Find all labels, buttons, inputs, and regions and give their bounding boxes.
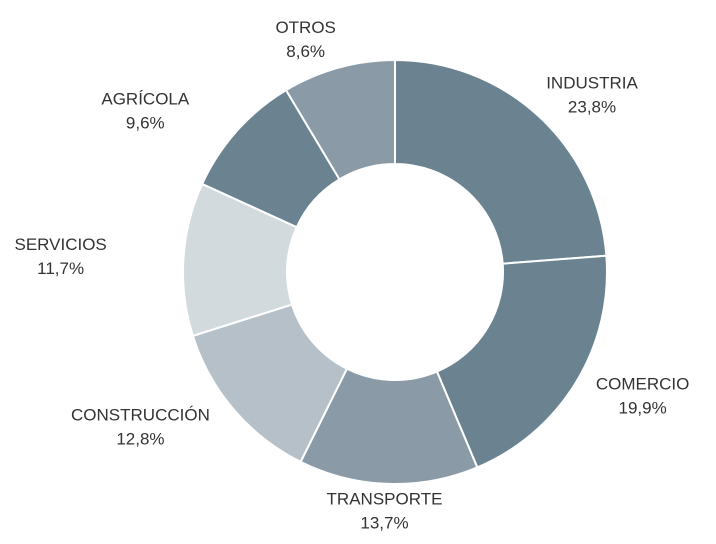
slice-value: 11,7% bbox=[37, 259, 84, 278]
donut-slice bbox=[435, 254, 608, 469]
slice-label: COMERCIO bbox=[596, 374, 690, 393]
slice-value: 19,9% bbox=[618, 398, 666, 417]
slice-label: SERVICIOS bbox=[14, 235, 106, 254]
slice-label: OTROS bbox=[275, 18, 335, 37]
slice-label: CONSTRUCCIÓN bbox=[71, 406, 210, 425]
donut-slice bbox=[394, 58, 608, 265]
slice-label: INDUSTRIA bbox=[546, 73, 638, 92]
slice-value: 8,6% bbox=[286, 42, 325, 61]
slice-value: 13,7% bbox=[360, 513, 408, 532]
slice-value: 23,8% bbox=[568, 97, 616, 116]
slice-value: 12,8% bbox=[116, 430, 164, 449]
slice-label: AGRÍCOLA bbox=[101, 89, 190, 108]
donut-slice bbox=[299, 367, 479, 485]
slice-label: TRANSPORTE bbox=[327, 489, 443, 508]
donut-slice bbox=[284, 58, 396, 181]
slice-value: 9,6% bbox=[126, 113, 165, 132]
